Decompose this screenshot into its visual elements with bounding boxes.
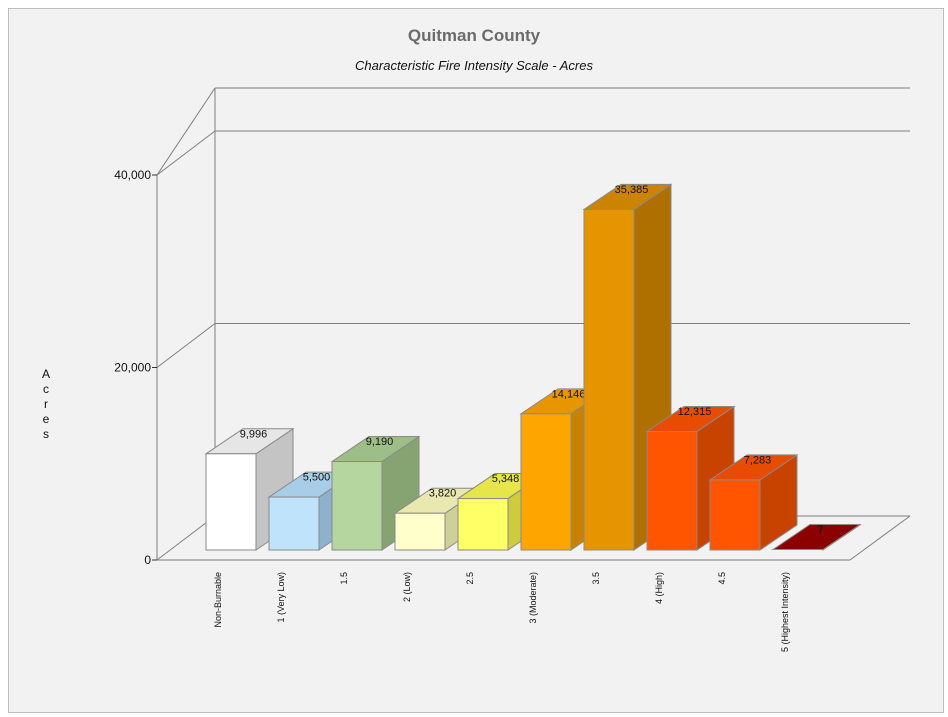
bar-value-label-9: 7 — [817, 524, 823, 536]
x-tick-label-0: Non-Burnable — [213, 572, 223, 628]
bar-8 — [709, 479, 761, 551]
x-tick-label-7: 4 (High) — [654, 572, 664, 604]
chart-title: Quitman County — [407, 26, 541, 45]
bar-value-label-7: 12,315 — [678, 406, 712, 418]
x-tick-label-6: 3.5 — [591, 572, 601, 585]
bar-2 — [331, 461, 383, 551]
y-axis-label-letter-3: e — [43, 412, 50, 426]
bar-7 — [646, 430, 698, 551]
bar-value-label-1: 5,500 — [303, 472, 331, 484]
y-tick-label-1: 20,000 — [114, 361, 151, 375]
bar-value-label-6: 35,385 — [615, 184, 649, 196]
x-tick-label-3: 2 (Low) — [402, 572, 412, 602]
bar-value-label-2: 9,190 — [366, 436, 394, 448]
chart-subtitle: Characteristic Fire Intensity Scale - Ac… — [355, 58, 593, 73]
gridline-depth-1 — [156, 323, 216, 368]
bar-value-label-0: 9,996 — [240, 428, 268, 440]
x-tick-label-9: 5 (Highest Intensity) — [780, 572, 790, 652]
chart-panel — [8, 8, 944, 713]
x-tick-label-1: 1 (Very Low) — [276, 572, 286, 623]
bar-6 — [583, 208, 635, 551]
bar-3 — [394, 512, 446, 551]
bar-value-label-3: 3,820 — [429, 488, 457, 500]
y-axis-label-letter-1: c — [43, 382, 49, 396]
bar-top-9 — [771, 524, 862, 550]
y-tick-label-0: 0 — [144, 553, 151, 567]
x-tick-label-2: 1.5 — [339, 572, 349, 585]
top-depth-edge — [156, 87, 216, 176]
bar-1 — [268, 496, 320, 551]
bar-5 — [520, 413, 572, 551]
gridline-depth-2 — [156, 130, 216, 176]
floor-left-edge — [156, 515, 216, 561]
y-axis-label-letter-2: r — [44, 397, 48, 411]
y-axis-label-letter-0: A — [42, 367, 50, 381]
x-tick-label-8: 4.5 — [717, 572, 727, 585]
bar-value-label-5: 14,146 — [552, 388, 586, 400]
bar-value-label-4: 5,348 — [492, 473, 520, 485]
x-tick-label-4: 2.5 — [465, 572, 475, 585]
bar-value-label-8: 7,283 — [744, 454, 772, 466]
y-axis-label-letter-4: s — [43, 427, 49, 441]
y-tick-label-2: 40,000 — [114, 168, 151, 182]
bar-4 — [457, 498, 509, 551]
floor-right-edge — [849, 515, 911, 561]
x-tick-label-5: 3 (Moderate) — [528, 572, 538, 624]
bar-0 — [205, 453, 257, 551]
